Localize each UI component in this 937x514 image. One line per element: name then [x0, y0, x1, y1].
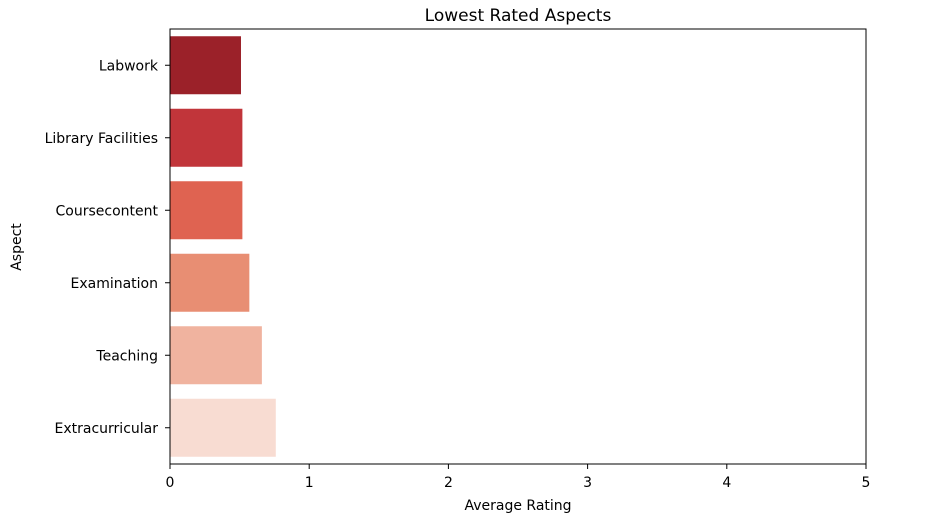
bar-library-facilities	[170, 108, 243, 167]
bars-group	[170, 36, 276, 457]
y-tick-label: Library Facilities	[45, 131, 158, 147]
bar-labwork	[170, 36, 241, 95]
bar-teaching	[170, 326, 262, 385]
chart-title: Lowest Rated Aspects	[425, 6, 612, 26]
x-tick-label: 4	[722, 475, 731, 491]
x-tick-label: 0	[166, 475, 175, 491]
x-tick-label: 2	[444, 475, 453, 491]
x-tick-label: 1	[305, 475, 314, 491]
x-axis-label: Average Rating	[464, 498, 571, 514]
plot-frame	[169, 28, 867, 465]
y-axis-label: Aspect	[9, 223, 25, 271]
bar-examination	[170, 253, 250, 312]
y-tick-label: Coursecontent	[56, 203, 159, 219]
y-tick-label: Examination	[70, 276, 158, 292]
x-axis-ticks: 0 1 2 3 4 5	[166, 464, 871, 491]
bar-coursecontent	[170, 181, 243, 240]
x-tick-label: 3	[583, 475, 592, 491]
y-tick-label: Extracurricular	[55, 421, 159, 437]
y-tick-label: Teaching	[95, 348, 158, 364]
y-tick-label: Labwork	[99, 58, 159, 74]
bar-extracurricular	[170, 398, 276, 457]
y-axis-ticks: Labwork Library Facilities Coursecontent Ex…	[45, 58, 170, 437]
x-tick-label: 5	[862, 475, 871, 491]
